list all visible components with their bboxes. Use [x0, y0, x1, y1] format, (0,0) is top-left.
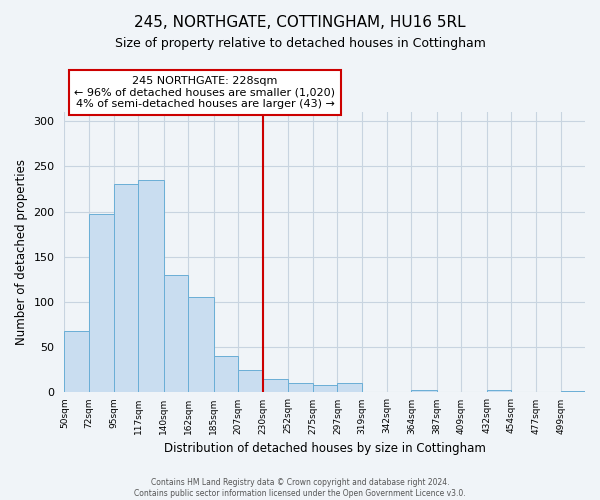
Bar	[238, 370, 263, 392]
Bar	[287, 384, 313, 392]
Bar	[164, 275, 188, 392]
Bar	[64, 331, 89, 392]
Y-axis label: Number of detached properties: Number of detached properties	[15, 159, 28, 345]
Bar	[337, 384, 362, 392]
Bar	[313, 385, 337, 392]
Text: Size of property relative to detached houses in Cottingham: Size of property relative to detached ho…	[115, 38, 485, 51]
Bar	[487, 390, 511, 392]
Text: 245, NORTHGATE, COTTINGHAM, HU16 5RL: 245, NORTHGATE, COTTINGHAM, HU16 5RL	[134, 15, 466, 30]
Text: Contains HM Land Registry data © Crown copyright and database right 2024.
Contai: Contains HM Land Registry data © Crown c…	[134, 478, 466, 498]
Bar	[139, 180, 164, 392]
Bar	[114, 184, 139, 392]
Bar	[560, 390, 585, 392]
Bar	[188, 298, 214, 392]
X-axis label: Distribution of detached houses by size in Cottingham: Distribution of detached houses by size …	[164, 442, 485, 455]
Bar	[412, 390, 437, 392]
Text: 245 NORTHGATE: 228sqm
← 96% of detached houses are smaller (1,020)
4% of semi-de: 245 NORTHGATE: 228sqm ← 96% of detached …	[74, 76, 335, 109]
Bar	[263, 379, 287, 392]
Bar	[214, 356, 238, 392]
Bar	[89, 214, 114, 392]
